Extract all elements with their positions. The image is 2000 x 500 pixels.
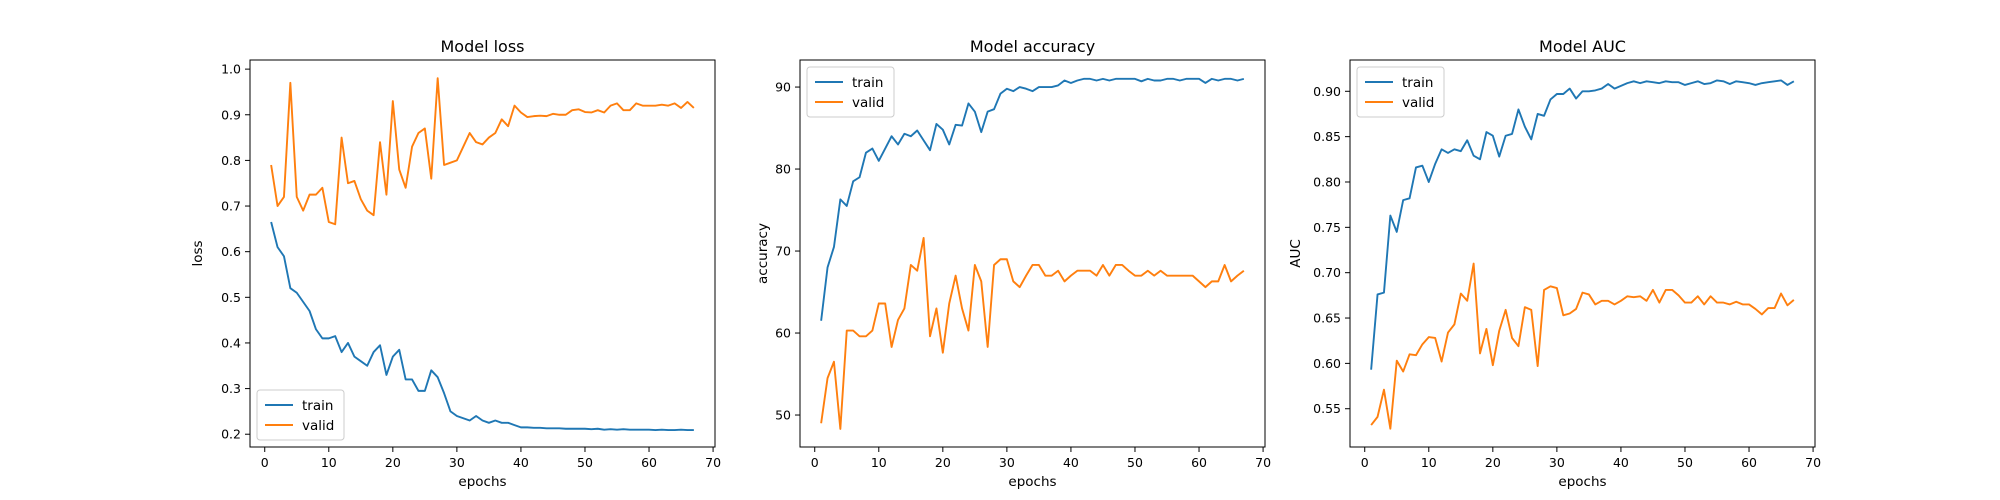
y-tick-label: 0.85 (1313, 129, 1341, 144)
chart-panel-3: 0 10 20 30 40 50 60 70 0.55 0.60 0.65 0.70 0.75 0.80 0… (1288, 37, 1821, 490)
series-line-train (820, 77, 1245, 321)
x-tick-label: 40 (1063, 455, 1079, 470)
legend-label-valid: valid (1402, 95, 1434, 111)
y-tick-label: 0.65 (1313, 311, 1341, 326)
chart-title: Model AUC (1539, 37, 1626, 56)
y-tick-label: 0.55 (1313, 401, 1341, 416)
legend-box (256, 389, 345, 441)
y-tick-label: 0.80 (1313, 174, 1341, 189)
y-tick-label: 50 (775, 408, 791, 423)
x-axis-label: epochs (458, 474, 506, 490)
x-tick-label: 30 (449, 455, 465, 470)
x-tick-label: 0 (261, 455, 269, 470)
x-tick-label: 20 (1485, 455, 1501, 470)
axes-frame (1349, 59, 1816, 448)
x-tick-label: 0 (811, 455, 819, 470)
x-tick-label: 60 (1191, 455, 1207, 470)
series-line-train (1370, 79, 1795, 370)
series-line-valid (820, 236, 1245, 430)
y-tick-label: 0.8 (221, 153, 241, 168)
legend-label-valid: valid (302, 418, 334, 434)
axes-frame (799, 59, 1266, 448)
x-tick-label: 70 (1255, 455, 1271, 470)
y-axis-label: loss (190, 240, 206, 266)
legend-label-train: train (1402, 75, 1433, 91)
x-tick-label: 30 (1549, 455, 1565, 470)
legend: train valid (806, 66, 895, 118)
y-tick-label: 0.90 (1313, 84, 1341, 99)
x-tick-label: 10 (871, 455, 887, 470)
series-line-train (270, 221, 694, 432)
x-tick-label: 40 (1613, 455, 1629, 470)
chart-panel-2: 0 10 20 30 40 50 60 70 50 60 70 80 90 Model accuracy e… (755, 37, 1271, 490)
y-tick-label: 0.9 (221, 107, 241, 122)
legend-box (806, 66, 895, 118)
y-axis-label: accuracy (755, 223, 771, 284)
chart-title: Model loss (440, 37, 524, 56)
x-tick-label: 10 (1421, 455, 1437, 470)
x-tick-label: 60 (1741, 455, 1757, 470)
y-tick-label: 60 (775, 326, 791, 341)
legend-box (1356, 66, 1445, 118)
y-tick-label: 0.6 (221, 244, 241, 259)
x-tick-label: 0 (1361, 455, 1369, 470)
x-tick-label: 50 (1127, 455, 1143, 470)
y-tick-label: 0.2 (221, 427, 241, 442)
x-tick-label: 50 (577, 455, 593, 470)
chart-title: Model accuracy (970, 37, 1095, 56)
axes-frame (249, 59, 716, 448)
x-tick-label: 50 (1677, 455, 1693, 470)
legend-label-valid: valid (852, 95, 884, 111)
y-tick-label: 70 (775, 244, 791, 259)
x-axis-label: epochs (1008, 474, 1056, 490)
chart-panel-1: 0 10 20 30 40 50 60 70 0.2 0.3 0.4 0.5 0.6 0.7 0.8 0.9 1… (190, 37, 721, 490)
y-tick-label: 1.0 (221, 62, 241, 77)
y-tick-label: 0.75 (1313, 220, 1341, 235)
legend-label-train: train (852, 75, 883, 91)
legend: train valid (1356, 66, 1445, 118)
legend-label-train: train (302, 398, 333, 414)
y-tick-label: 80 (775, 162, 791, 177)
series-line-valid (270, 77, 695, 226)
y-tick-label: 0.70 (1313, 265, 1341, 280)
x-tick-label: 70 (1805, 455, 1821, 470)
y-tick-label: 0.5 (221, 290, 241, 305)
series-line-valid (1370, 262, 1795, 430)
y-tick-label: 0.4 (221, 335, 241, 350)
x-tick-label: 40 (513, 455, 529, 470)
x-tick-label: 10 (321, 455, 337, 470)
y-axis-label: AUC (1288, 239, 1304, 268)
x-axis-label: epochs (1558, 474, 1606, 490)
y-tick-label: 0.3 (221, 381, 241, 396)
y-tick-label: 90 (775, 80, 791, 95)
y-tick-label: 0.60 (1313, 356, 1341, 371)
x-tick-label: 60 (641, 455, 657, 470)
x-tick-label: 30 (999, 455, 1015, 470)
x-tick-label: 20 (935, 455, 951, 470)
legend: train valid (256, 389, 345, 441)
x-tick-label: 70 (705, 455, 721, 470)
x-tick-label: 20 (385, 455, 401, 470)
y-tick-label: 0.7 (221, 199, 241, 214)
